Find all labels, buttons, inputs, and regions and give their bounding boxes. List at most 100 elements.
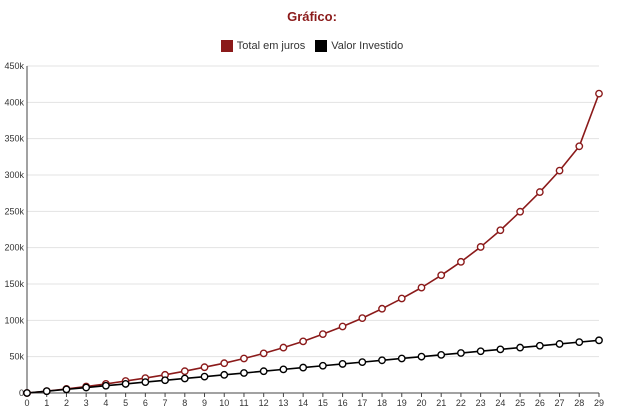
x-tick-label: 5 xyxy=(123,398,128,408)
y-tick-label: 0 xyxy=(19,388,24,398)
x-tick-label: 27 xyxy=(555,398,565,408)
data-point-valor-investido xyxy=(595,336,603,345)
data-point-total-em-juros xyxy=(457,257,465,266)
data-point-valor-investido xyxy=(338,360,347,368)
data-point-valor-investido xyxy=(101,381,110,390)
x-tick-label: 9 xyxy=(202,398,207,408)
data-point-valor-investido xyxy=(240,369,248,377)
data-point-valor-investido xyxy=(279,365,288,374)
x-tick-label: 20 xyxy=(416,398,426,408)
x-tick-label: 25 xyxy=(515,398,525,408)
y-tick-label: 200k xyxy=(4,243,24,253)
x-tick-label: 6 xyxy=(143,398,148,408)
data-point-valor-investido xyxy=(476,347,485,356)
legend-item-valor-investido[interactable]: Valor Investido xyxy=(315,40,403,52)
data-point-valor-investido xyxy=(437,350,446,359)
legend-swatch-total-em-juros xyxy=(220,40,233,52)
x-tick-label: 14 xyxy=(298,398,308,408)
data-point-valor-investido xyxy=(516,343,525,352)
x-tick-label: 10 xyxy=(219,398,229,408)
data-point-valor-investido xyxy=(161,376,169,385)
y-tick-label: 100k xyxy=(4,315,24,325)
x-tick-label: 16 xyxy=(338,398,348,408)
y-tick-label: 450k xyxy=(4,61,24,71)
data-point-valor-investido xyxy=(457,349,465,357)
x-tick-label: 18 xyxy=(377,398,387,408)
x-tick-label: 0 xyxy=(24,398,29,408)
data-point-total-em-juros xyxy=(180,367,189,376)
x-tick-label: 7 xyxy=(163,398,168,408)
data-point-valor-investido xyxy=(397,354,406,363)
data-point-valor-investido xyxy=(220,370,229,379)
legend-label-valor-investido: Valor Investido xyxy=(331,40,404,52)
series-line-valor-investido xyxy=(26,339,600,394)
x-tick-label: 1 xyxy=(44,398,49,408)
data-point-valor-investido xyxy=(42,387,51,396)
data-point-total-em-juros xyxy=(299,337,308,346)
data-point-total-em-juros xyxy=(516,207,525,216)
data-point-total-em-juros xyxy=(378,304,386,313)
data-point-valor-investido xyxy=(417,352,426,361)
data-point-total-em-juros xyxy=(220,359,229,368)
data-point-valor-investido xyxy=(535,341,544,350)
data-point-total-em-juros xyxy=(279,343,288,352)
data-point-total-em-juros xyxy=(575,142,584,151)
data-point-valor-investido xyxy=(82,383,91,392)
data-point-valor-investido xyxy=(23,389,31,397)
x-tick-label: 3 xyxy=(84,398,89,408)
data-point-total-em-juros xyxy=(240,354,248,363)
data-point-valor-investido xyxy=(259,367,268,376)
x-tick-label: 19 xyxy=(397,398,407,408)
x-tick-label: 17 xyxy=(357,398,367,408)
y-tick-label: 300k xyxy=(4,170,24,180)
x-tick-label: 23 xyxy=(476,398,486,408)
data-point-total-em-juros xyxy=(476,243,485,251)
data-point-total-em-juros xyxy=(417,283,426,292)
legend: Total em juros Valor Investido xyxy=(0,40,624,52)
data-point-valor-investido xyxy=(121,380,130,388)
y-tick-label: 350k xyxy=(4,134,24,144)
data-point-valor-investido xyxy=(358,358,367,367)
data-point-valor-investido xyxy=(141,378,150,386)
x-tick-label: 24 xyxy=(495,398,505,408)
data-point-total-em-juros xyxy=(200,363,209,372)
x-tick-label: 21 xyxy=(436,398,446,408)
data-point-total-em-juros xyxy=(595,89,603,98)
data-point-total-em-juros xyxy=(555,166,564,175)
data-point-valor-investido xyxy=(555,340,564,348)
data-point-valor-investido xyxy=(318,361,327,370)
y-tick-label: 400k xyxy=(4,97,24,107)
x-tick-label: 4 xyxy=(103,398,108,408)
data-point-total-em-juros xyxy=(318,330,327,339)
x-tick-label: 12 xyxy=(259,398,269,408)
x-tick-label: 2 xyxy=(64,398,69,408)
x-tick-label: 28 xyxy=(574,398,584,408)
data-point-valor-investido xyxy=(378,356,386,365)
data-point-total-em-juros xyxy=(397,294,406,303)
x-tick-label: 13 xyxy=(278,398,288,408)
x-tick-label: 15 xyxy=(318,398,328,408)
data-point-valor-investido xyxy=(496,345,505,354)
data-point-total-em-juros xyxy=(259,349,268,358)
data-point-valor-investido xyxy=(200,372,209,381)
data-point-total-em-juros xyxy=(338,322,347,331)
chart-title: Gráfico: xyxy=(287,9,337,24)
data-point-total-em-juros xyxy=(496,226,505,235)
data-point-valor-investido xyxy=(180,374,189,383)
legend-label-total-em-juros: Total em juros xyxy=(236,40,306,52)
data-point-valor-investido xyxy=(62,385,71,394)
y-tick-label: 150k xyxy=(4,279,24,289)
x-tick-label: 11 xyxy=(239,398,248,408)
data-point-valor-investido xyxy=(299,363,308,372)
x-tick-label: 29 xyxy=(594,398,604,408)
y-tick-label: 50k xyxy=(9,352,24,362)
data-point-total-em-juros xyxy=(437,271,446,280)
y-tick-label: 250k xyxy=(4,206,24,216)
legend-item-total-em-juros[interactable]: Total em juros xyxy=(220,40,306,52)
x-tick-label: 8 xyxy=(182,398,187,408)
legend-swatch-valor-investido xyxy=(315,40,328,52)
data-point-total-em-juros xyxy=(535,188,544,196)
data-point-valor-investido xyxy=(575,338,584,347)
x-tick-label: 26 xyxy=(535,398,545,408)
